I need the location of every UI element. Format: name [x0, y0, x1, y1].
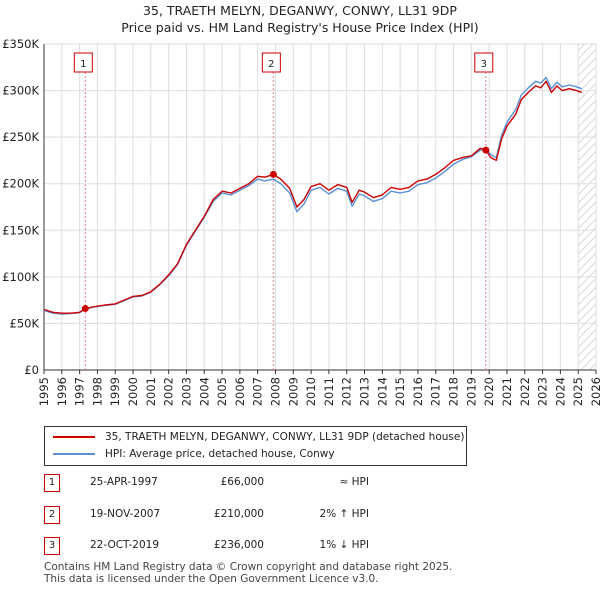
- x-tick-label: 2026: [589, 377, 600, 406]
- x-tick-label: 2019: [464, 377, 478, 406]
- x-tick-label: 2011: [322, 377, 336, 406]
- sale-marker-box: [261, 52, 281, 73]
- sale-marker-label: 2: [44, 506, 60, 524]
- x-tick-label: 2005: [215, 377, 229, 406]
- legend-label-hpi: HPI: Average price, detached house, Conw…: [105, 448, 335, 460]
- x-tick-label: 1995: [37, 377, 51, 406]
- y-tick-label: £100K: [2, 270, 39, 284]
- x-tick-label: 2008: [268, 377, 282, 406]
- legend-label-property: 35, TRAETH MELYN, DEGANWY, CONWY, LL31 9…: [105, 431, 465, 443]
- sale-marker-label: 3: [481, 59, 487, 70]
- x-tick-label: 2010: [304, 377, 318, 406]
- x-tick-label: 2001: [144, 377, 158, 406]
- x-tick-label: 2018: [447, 377, 461, 406]
- sale-price: £210,000: [213, 508, 264, 520]
- sale-marker-box: [474, 52, 494, 73]
- sale-date: 19-NOV-2007: [90, 508, 161, 520]
- x-tick-label: 2003: [179, 377, 193, 406]
- sale-hpi-comparison: 1% ↓ HPI: [319, 539, 369, 551]
- y-tick-label: £300K: [2, 84, 39, 98]
- y-tick-label: £200K: [2, 177, 39, 191]
- legend-swatch-hpi: [53, 453, 95, 455]
- x-tick-label: 2021: [500, 377, 514, 406]
- sale-marker-label: 1: [44, 474, 60, 492]
- legend-item-property: 35, TRAETH MELYN, DEGANWY, CONWY, LL31 9…: [45, 429, 464, 445]
- sale-marker-label: 3: [44, 537, 60, 555]
- sale-row: 2 19-NOV-2007 £210,000 2% ↑ HPI: [44, 506, 600, 524]
- y-tick-label: £250K: [2, 130, 39, 144]
- y-tick-label: £150K: [2, 223, 39, 237]
- y-tick-label: £50K: [10, 316, 40, 330]
- chart-subtitle: Price paid vs. HM Land Registry's House …: [121, 20, 479, 35]
- chart-title: 35, TRAETH MELYN, DEGANWY, CONWY, LL31 9…: [143, 3, 457, 18]
- x-tick-label: 2013: [358, 377, 372, 406]
- legend-item-hpi: HPI: Average price, detached house, Conw…: [45, 446, 335, 462]
- x-tick-label: 2025: [571, 377, 585, 406]
- x-tick-label: 2006: [233, 377, 247, 406]
- sale-point: [81, 305, 89, 313]
- x-tick-label: 2015: [393, 377, 407, 406]
- sale-price: £236,000: [213, 539, 264, 551]
- sale-date: 25-APR-1997: [90, 476, 158, 488]
- sale-point: [482, 146, 490, 154]
- sale-marker-label: 2: [268, 59, 274, 70]
- x-tick-label: 2004: [197, 377, 211, 406]
- x-tick-label: 2024: [553, 377, 567, 406]
- legend-swatch-property: [53, 436, 95, 438]
- sale-row: 3 22-OCT-2019 £236,000 1% ↓ HPI: [44, 537, 600, 555]
- plot-area: [44, 44, 596, 370]
- y-tick-label: £0: [24, 363, 39, 377]
- x-tick-label: 2009: [286, 377, 300, 406]
- sale-point: [269, 170, 277, 178]
- footer-line-licence: This data is licensed under the Open Gov…: [44, 573, 379, 585]
- sale-marker-box: [73, 52, 93, 73]
- sale-hpi-comparison: ≈ HPI: [339, 476, 369, 488]
- y-tick-label: £350K: [2, 37, 39, 51]
- footer-line-copyright: Contains HM Land Registry data © Crown c…: [44, 561, 453, 573]
- x-tick-label: 1996: [55, 377, 69, 406]
- x-tick-label: 2002: [162, 377, 176, 406]
- x-tick-label: 2012: [340, 377, 354, 406]
- sale-hpi-comparison: 2% ↑ HPI: [319, 508, 369, 520]
- x-tick-label: 2017: [429, 377, 443, 406]
- sale-date: 22-OCT-2019: [90, 539, 159, 551]
- x-tick-label: 2016: [411, 377, 425, 406]
- x-tick-label: 2000: [126, 377, 140, 406]
- footer-attribution: Contains HM Land Registry data © Crown c…: [44, 561, 452, 585]
- sale-price: £66,000: [220, 476, 264, 488]
- x-tick-label: 1998: [90, 377, 104, 406]
- sale-marker-label: 1: [80, 59, 86, 70]
- x-tick-label: 2022: [518, 377, 532, 406]
- legend: 35, TRAETH MELYN, DEGANWY, CONWY, LL31 9…: [44, 426, 467, 466]
- sale-row: 1 25-APR-1997 £66,000 ≈ HPI: [44, 474, 600, 492]
- forecast-region: [578, 44, 596, 370]
- x-tick-label: 2020: [482, 377, 496, 406]
- x-tick-label: 2023: [536, 377, 550, 406]
- x-tick-label: 1999: [108, 377, 122, 406]
- x-tick-label: 2014: [375, 377, 389, 406]
- x-tick-label: 2007: [251, 377, 265, 406]
- series-line-property: [43, 80, 583, 314]
- x-tick-label: 1997: [73, 377, 87, 406]
- price-chart: £0 £50K £100K £150K £200K £250K £300K £350K 1995…: [2, 37, 600, 406]
